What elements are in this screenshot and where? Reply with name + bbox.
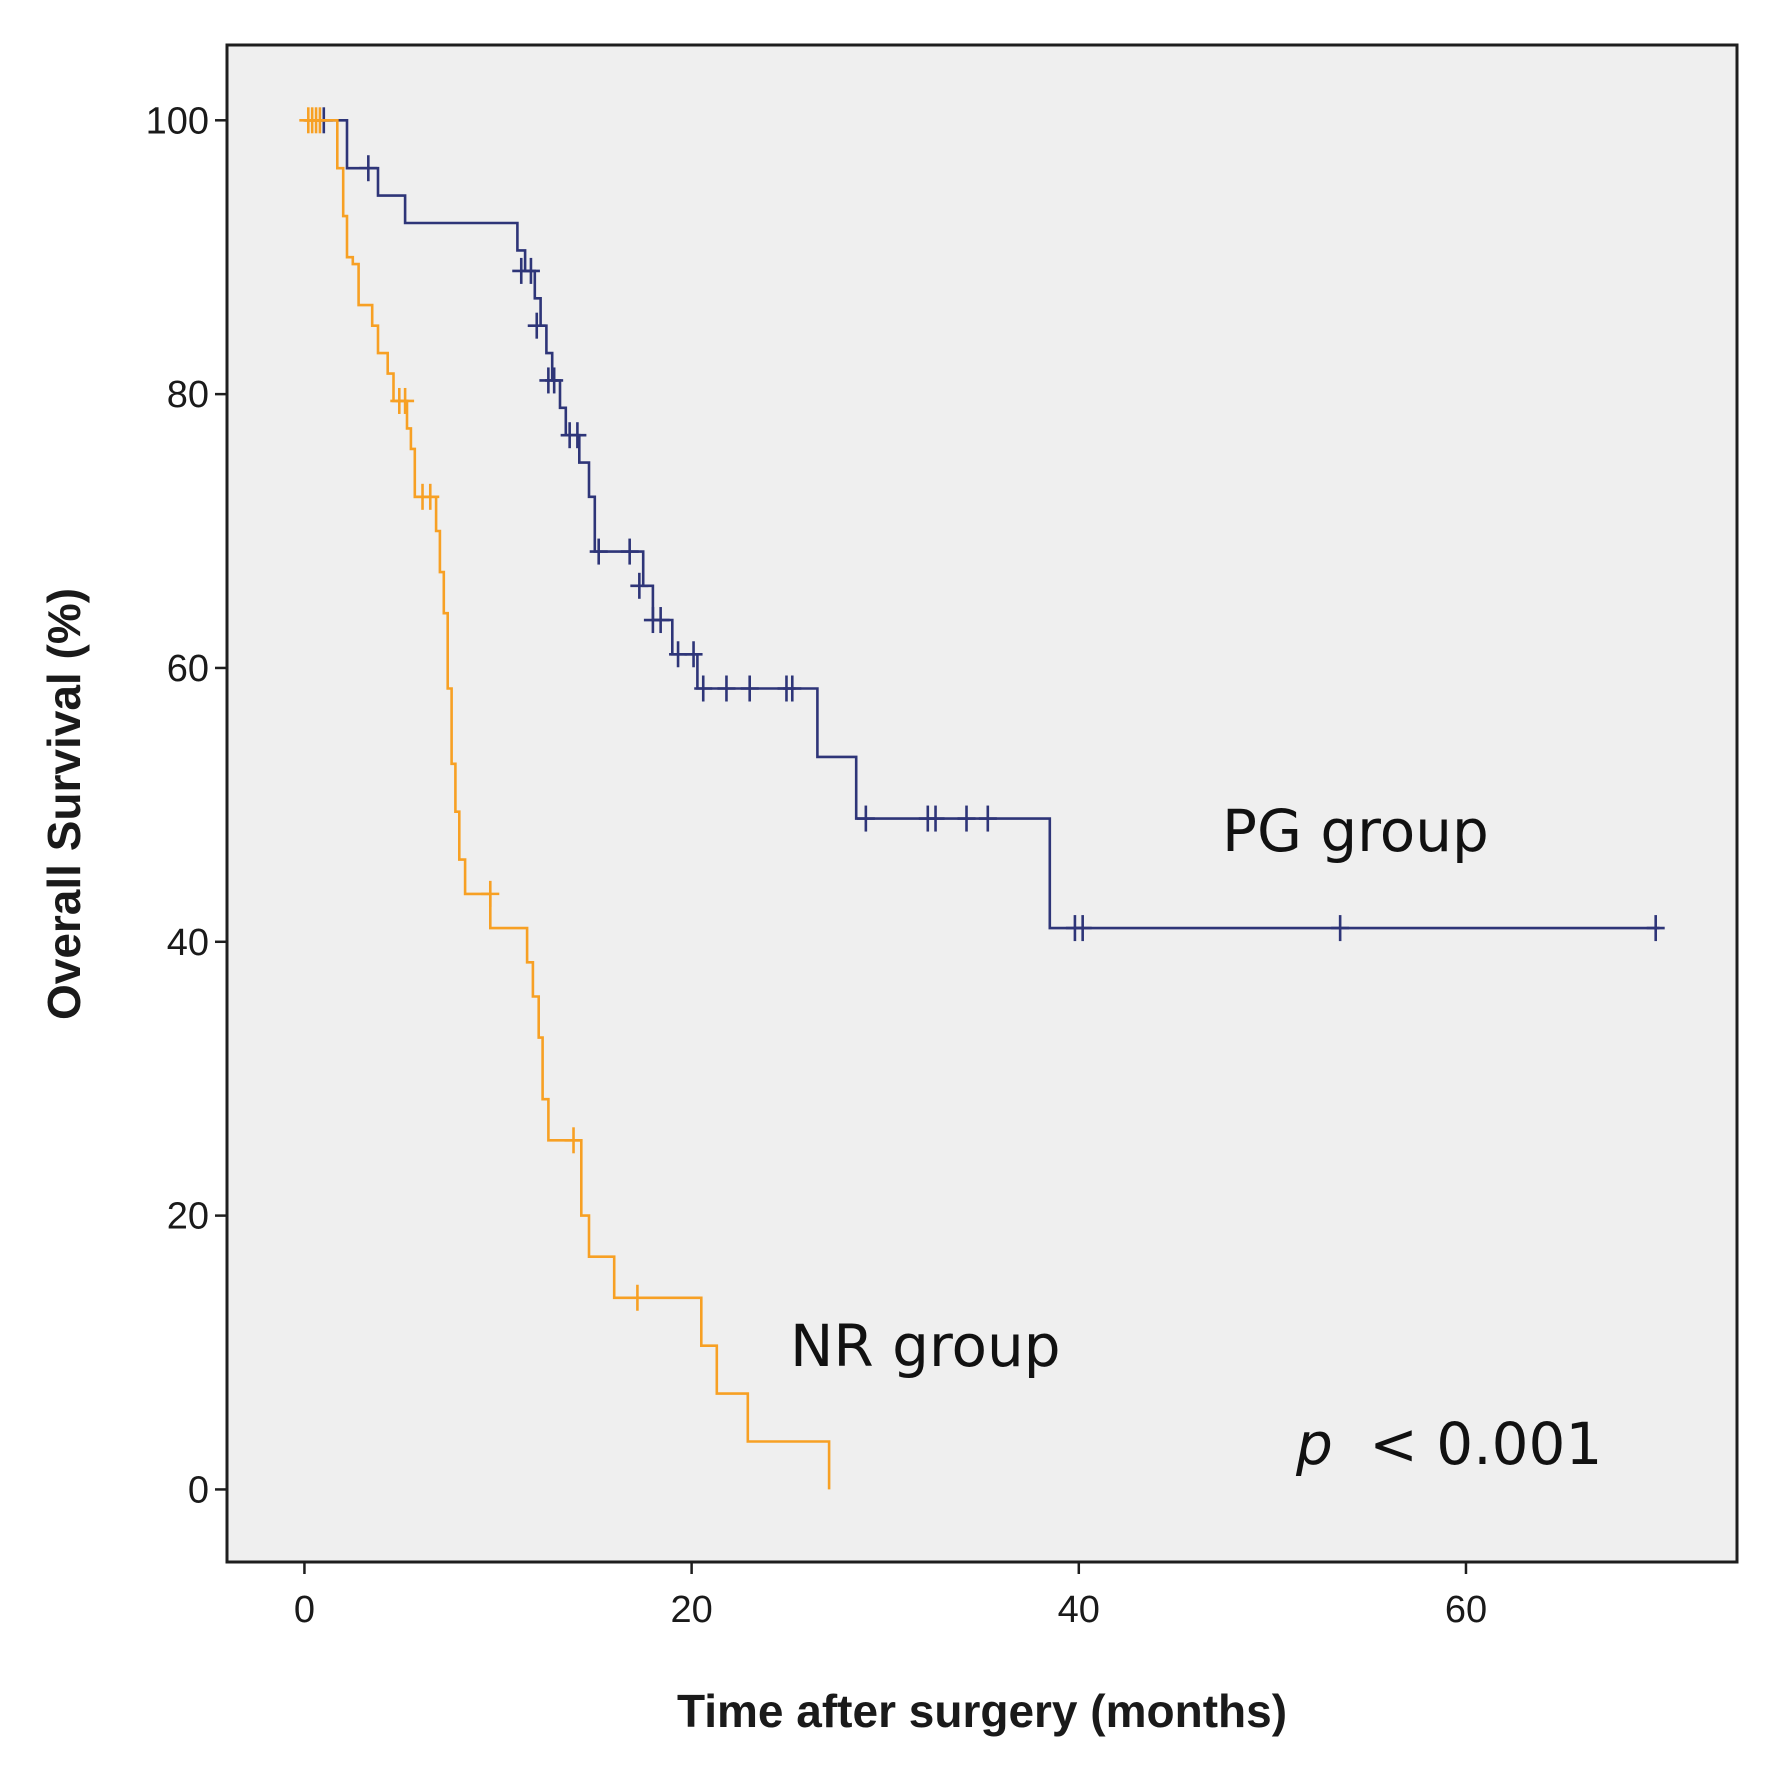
y-tick-label-100: 100	[146, 100, 209, 142]
series-pg-group	[304, 107, 1665, 942]
y-tick-label-20: 20	[167, 1196, 209, 1238]
y-axis: 0 20 40 60 80 100	[146, 100, 227, 1511]
x-tick-label-20: 20	[670, 1589, 712, 1631]
plot-area	[225, 43, 1739, 1564]
pg-group-label: PG group	[1222, 797, 1489, 865]
x-tick-label-40: 40	[1058, 1589, 1100, 1631]
p-symbol: p	[1295, 1410, 1333, 1478]
x-axis-title: Time after surgery (months)	[677, 1685, 1287, 1737]
y-tick-label-0: 0	[188, 1469, 209, 1511]
p-value: < 0.001	[1369, 1410, 1602, 1478]
y-tick-label-80: 80	[167, 374, 209, 416]
x-axis: 0 20 40 60	[294, 1562, 1487, 1631]
survival-curve-pg-group	[304, 119, 1660, 930]
x-tick-label-0: 0	[294, 1589, 315, 1631]
series-nr-group	[299, 107, 831, 1490]
x-tick-label-60: 60	[1445, 1589, 1487, 1631]
p-value-annotation: p < 0.001	[1295, 1410, 1602, 1478]
y-axis-title: Overall Survival (%)	[38, 588, 90, 1020]
survival-curve-nr-group	[304, 119, 831, 1490]
y-tick-label-60: 60	[167, 648, 209, 690]
series-layer	[299, 107, 1665, 1490]
nr-group-label: NR group	[790, 1312, 1061, 1380]
y-tick-label-40: 40	[167, 922, 209, 964]
